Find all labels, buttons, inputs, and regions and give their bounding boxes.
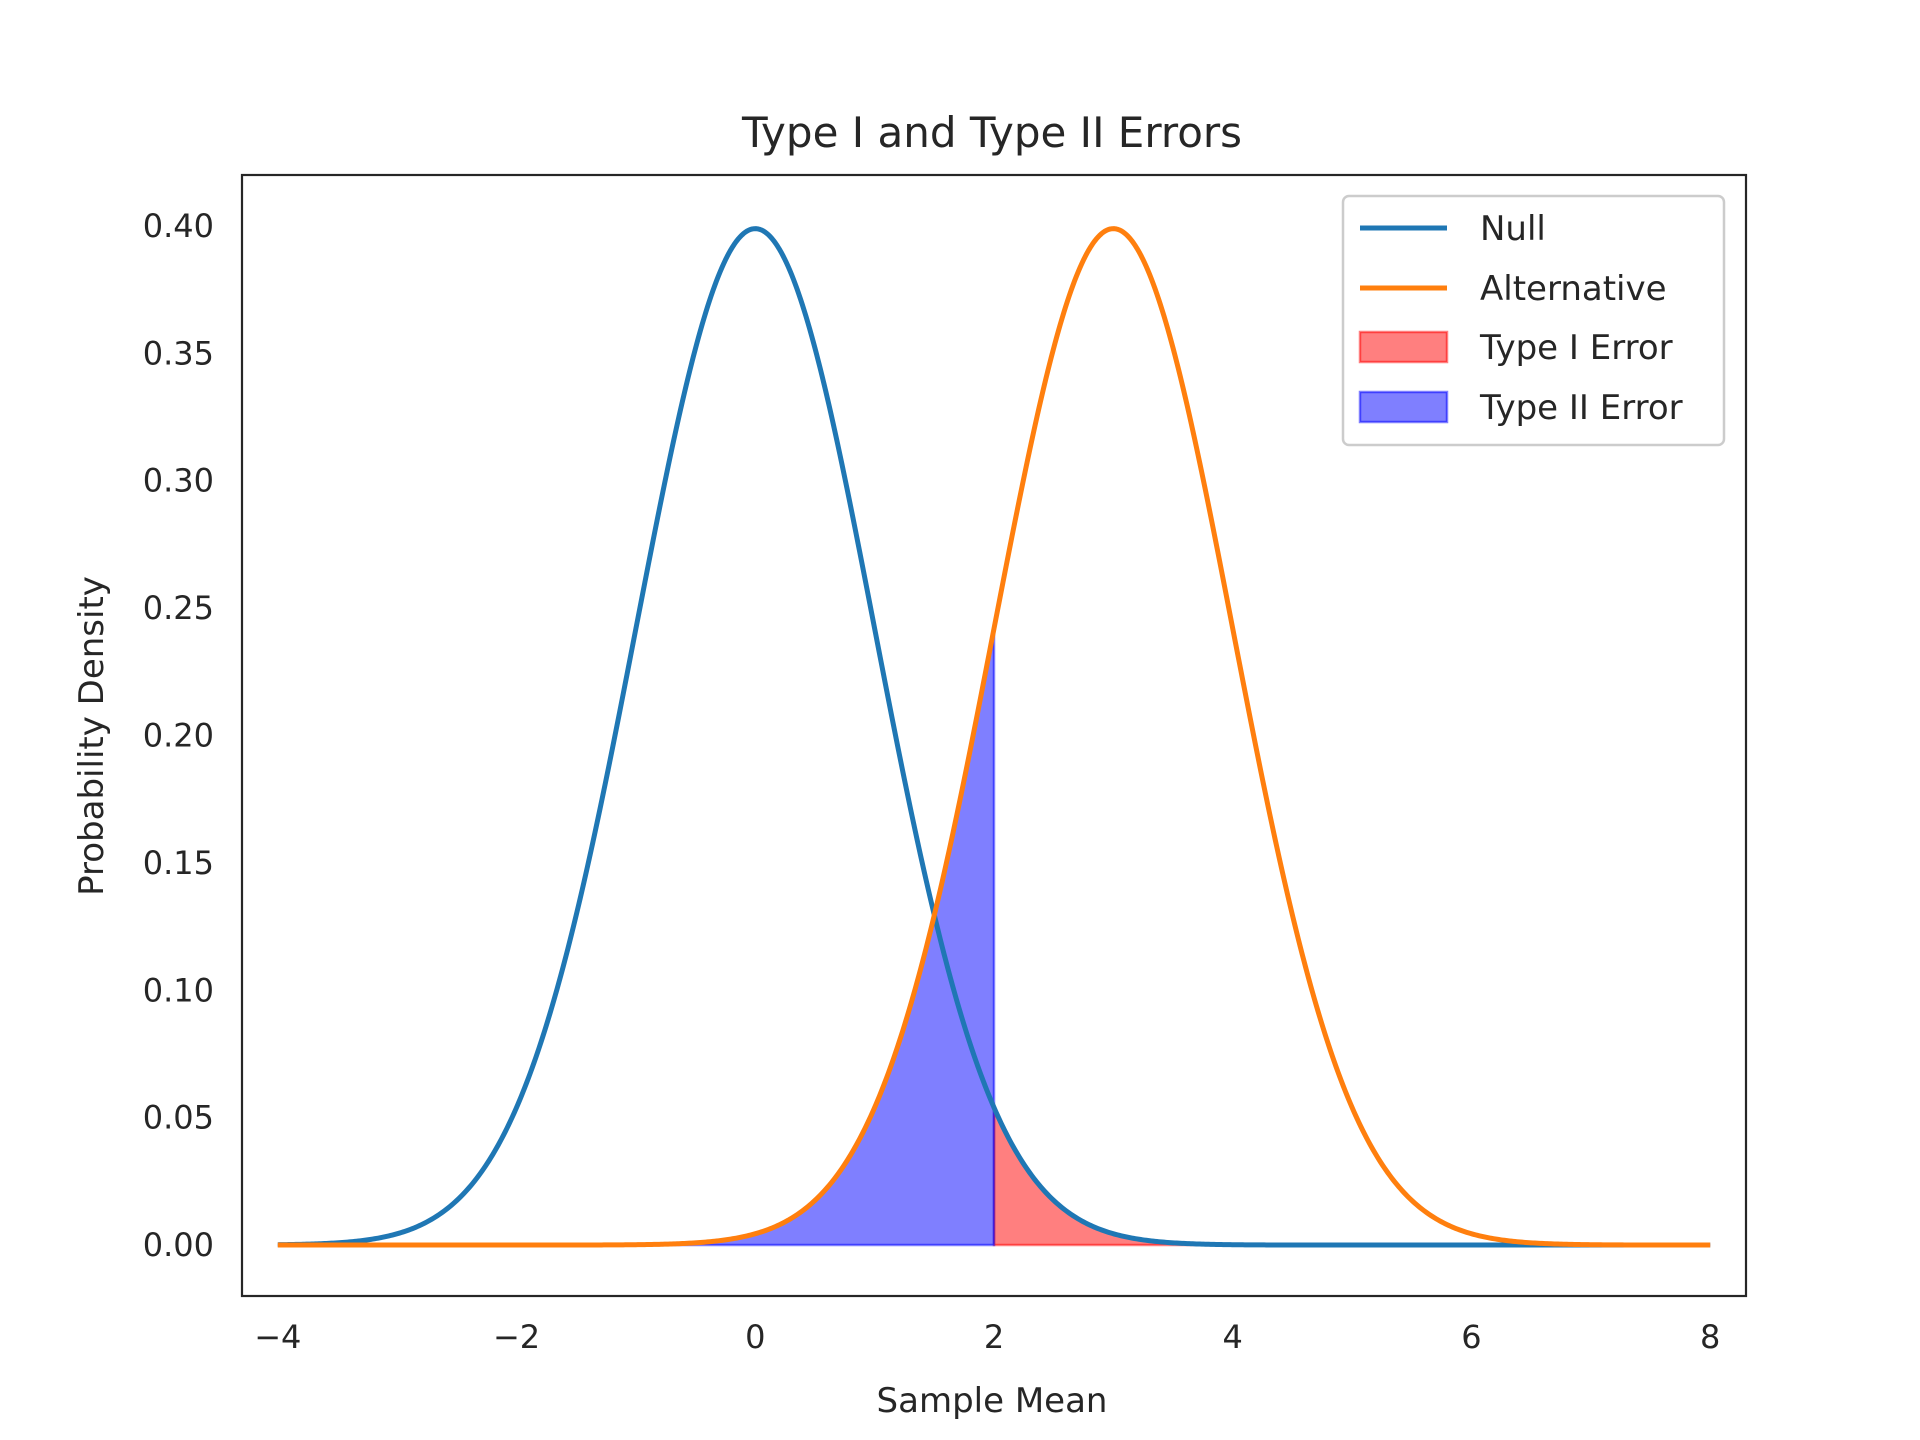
x-tick-label: 6 xyxy=(1461,1318,1481,1356)
y-axis-ticks: 0.00 0.05 0.10 0.15 0.20 0.25 0.30 0.35 0.40 xyxy=(143,207,214,1264)
x-tick-label: 0 xyxy=(745,1318,765,1356)
y-tick-label: 0.35 xyxy=(143,334,214,372)
y-tick-label: 0.40 xyxy=(143,207,214,245)
legend-swatch-type-i-error xyxy=(1358,330,1449,364)
x-tick-label: −2 xyxy=(493,1318,540,1356)
plot-area xyxy=(240,173,1748,1298)
series-line-alternative xyxy=(277,226,1711,1248)
y-tick-label: 0.10 xyxy=(143,971,214,1009)
legend-label-null: Null xyxy=(1480,209,1546,249)
legend-swatch-type-ii-error xyxy=(1358,390,1449,424)
legend: Null Alternative Type I Error Type II Er… xyxy=(1341,194,1726,447)
y-tick-label: 0.00 xyxy=(143,1226,214,1264)
legend-box xyxy=(1341,194,1726,447)
y-tick-label: 0.05 xyxy=(143,1099,214,1137)
x-axis-label: Sample Mean xyxy=(877,1381,1108,1421)
legend-label-type-i-error: Type I Error xyxy=(1479,328,1673,368)
x-tick-label: 4 xyxy=(1223,1318,1243,1356)
y-tick-label: 0.20 xyxy=(143,717,214,755)
y-tick-label: 0.15 xyxy=(143,844,214,882)
y-axis-label: Probability Density xyxy=(72,576,112,896)
x-tick-label: 8 xyxy=(1700,1318,1720,1356)
series-line-null xyxy=(277,226,1711,1248)
legend-label-type-ii-error: Type II Error xyxy=(1479,388,1683,428)
y-tick-label: 0.30 xyxy=(143,462,214,500)
x-tick-label: 2 xyxy=(984,1318,1004,1356)
x-tick-label: −4 xyxy=(254,1318,301,1356)
legend-label-alternative: Alternative xyxy=(1480,269,1667,309)
y-tick-label: 0.25 xyxy=(143,589,214,627)
chart-title: Type I and Type II Errors xyxy=(741,108,1242,157)
series-lines xyxy=(277,226,1711,1248)
x-axis-ticks: −4 −2 0 2 4 6 8 xyxy=(254,1318,1720,1356)
plot-frame xyxy=(240,173,1748,1298)
